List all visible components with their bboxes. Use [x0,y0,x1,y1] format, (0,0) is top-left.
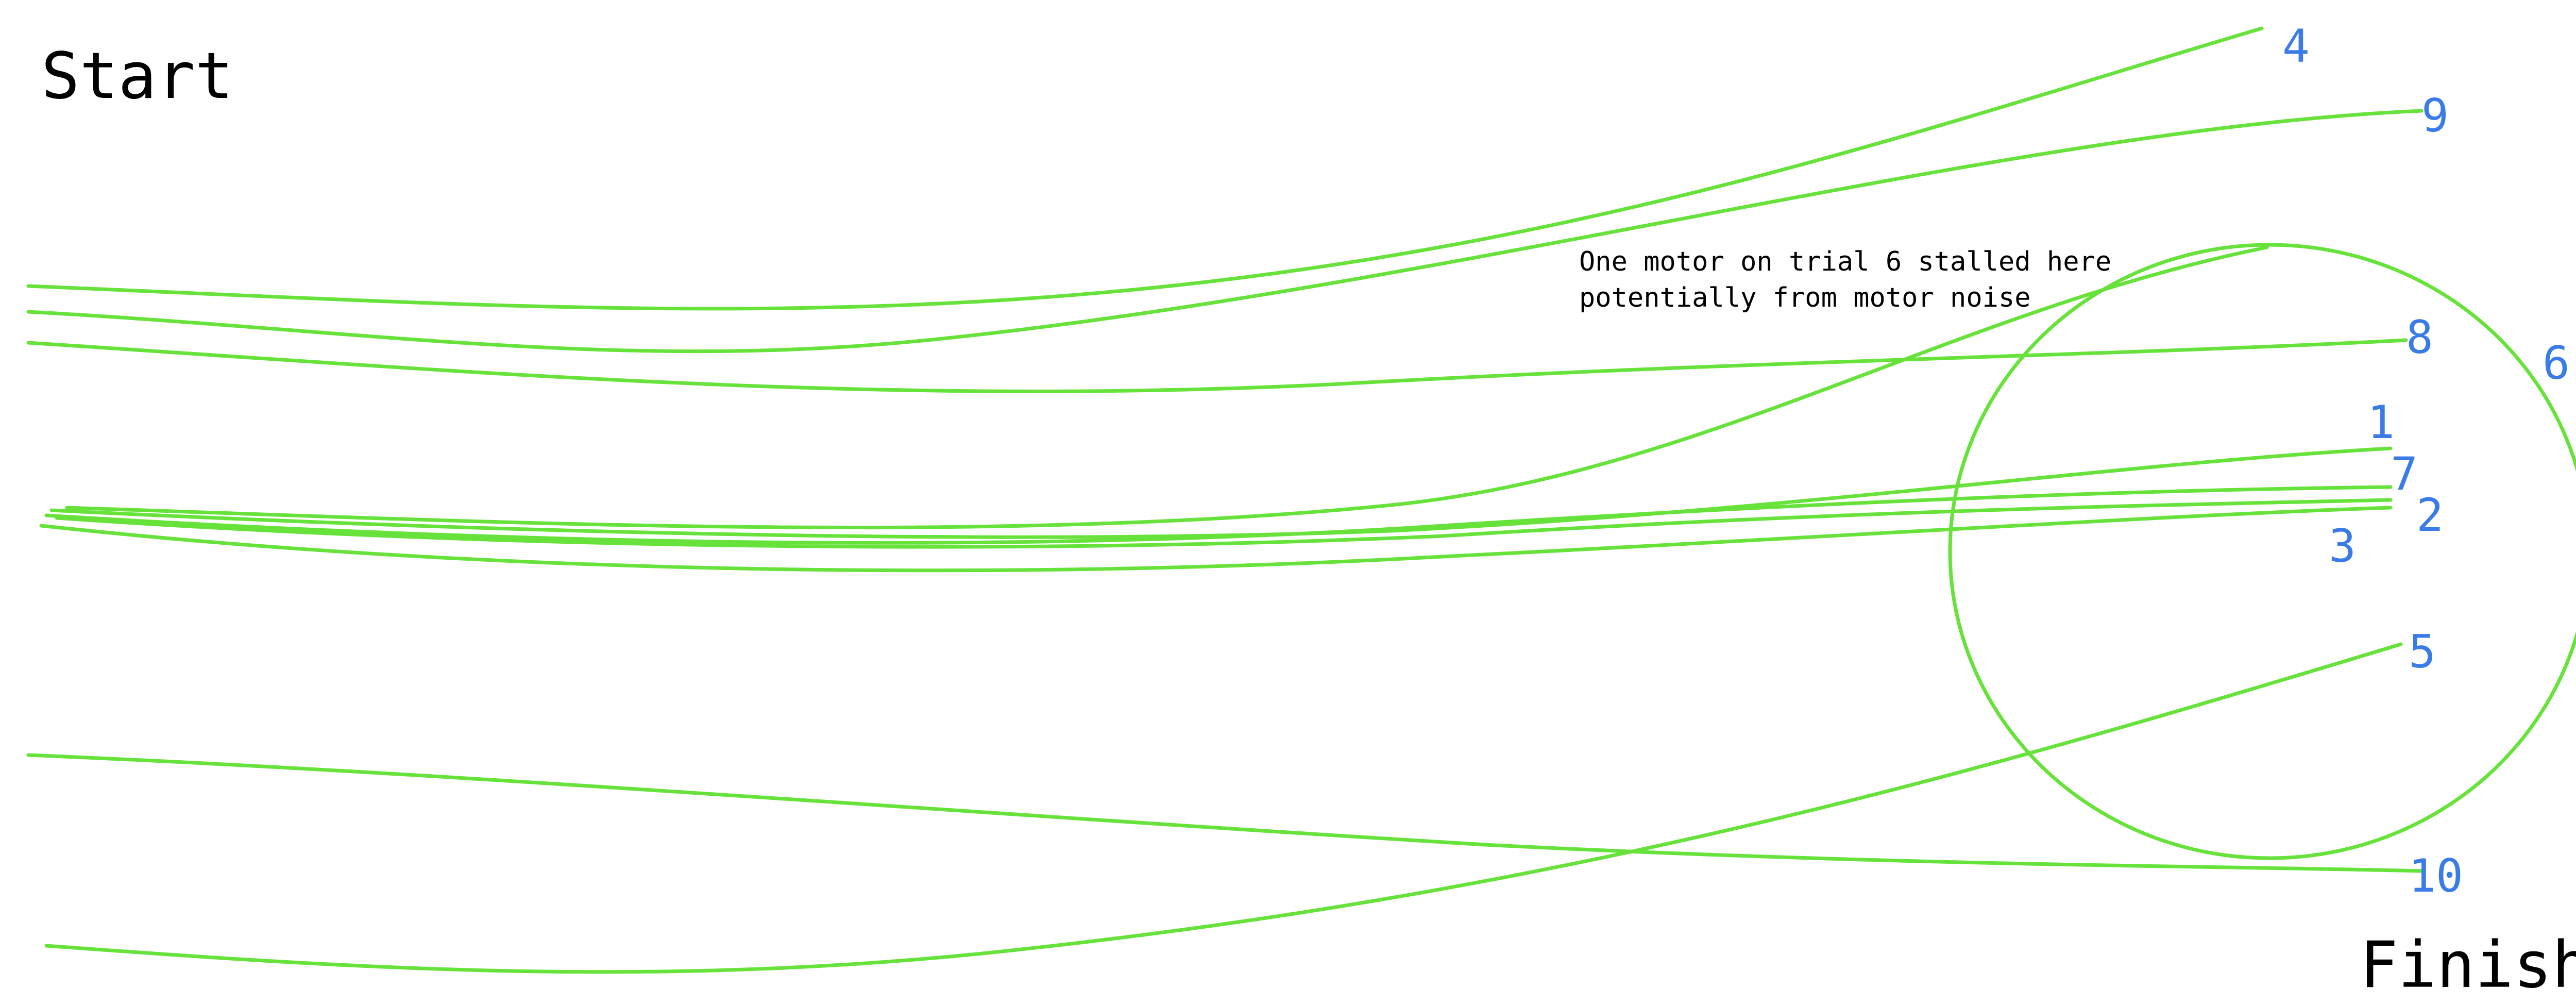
trial-8-track [26,338,2408,393]
trial-label-5: 5 [2409,625,2436,678]
trial-label-4: 4 [2282,20,2310,73]
trial-label-7: 7 [2391,447,2418,500]
finish-label: Finish [2360,928,2576,1002]
trial-10-track [26,753,2424,873]
trial-label-3: 3 [2329,520,2356,573]
stall-note-line-1: One motor on trial 6 stalled here [1579,246,2111,277]
trial-5-track [44,642,2403,974]
stall-note-line-2: potentially from motor noise [1579,282,2031,313]
trial-2-track [55,498,2393,549]
stall-region-circle [1948,243,2576,860]
trial-label-8: 8 [2406,311,2433,364]
trial-6-track [65,245,2269,530]
trial-label-6: 6 [2543,337,2570,390]
start-label: Start [41,39,233,113]
trial-7-track [44,485,2393,545]
trial-label-1: 1 [2367,396,2395,449]
trial-9-track [26,109,2424,354]
trial-3-track [39,506,2393,573]
trial-label-10: 10 [2409,849,2463,902]
trial-label-2: 2 [2416,489,2444,542]
trial-label-9: 9 [2421,89,2449,142]
trial-4-track [26,26,2264,311]
